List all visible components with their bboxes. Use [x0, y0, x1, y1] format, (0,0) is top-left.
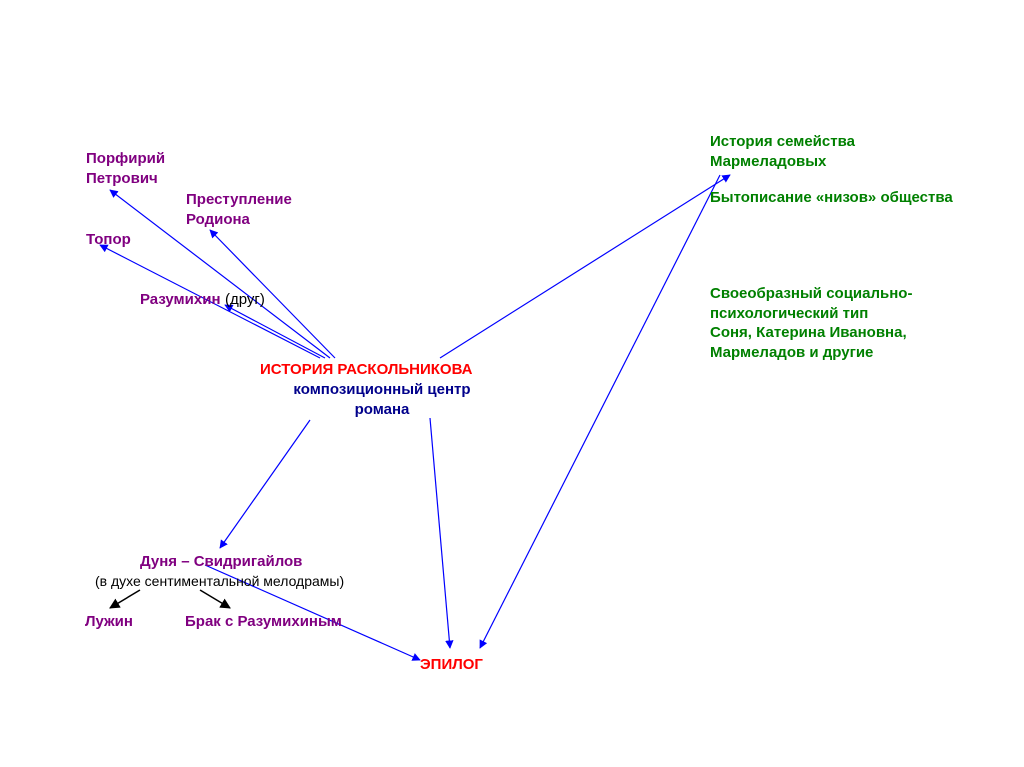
node-razumihin: Разумихин: [140, 290, 221, 310]
diagram-arrows: [0, 0, 1024, 767]
node-dunya-subtitle: (в духе сентиментальной мелодрамы): [95, 572, 344, 590]
node-marmeladov-title: История семействаМармеладовых: [710, 132, 855, 171]
node-porfiry: ПорфирийПетрович: [86, 149, 165, 188]
node-brak: Брак с Разумихиным: [185, 612, 342, 632]
node-istoriya-raskolnikova: ИСТОРИЯ РАСКОЛЬНИКОВА: [260, 360, 473, 380]
node-epilog: ЭПИЛОГ: [420, 655, 483, 675]
node-topor: Топор: [86, 230, 131, 250]
node-social-type: Своеобразный социально-психологический т…: [710, 284, 912, 362]
node-kompoz-center: композиционный центрромана: [282, 380, 482, 419]
node-dunya-svidrigailov: Дуня – Свидригайлов: [140, 552, 302, 572]
node-bytopisanie: Бытописание «низов» общества: [710, 188, 953, 208]
node-razumihin-friend: (друг): [225, 290, 265, 310]
node-prestuplenie: ПреступлениеРодиона: [186, 190, 292, 229]
node-luzhin: Лужин: [85, 612, 133, 632]
